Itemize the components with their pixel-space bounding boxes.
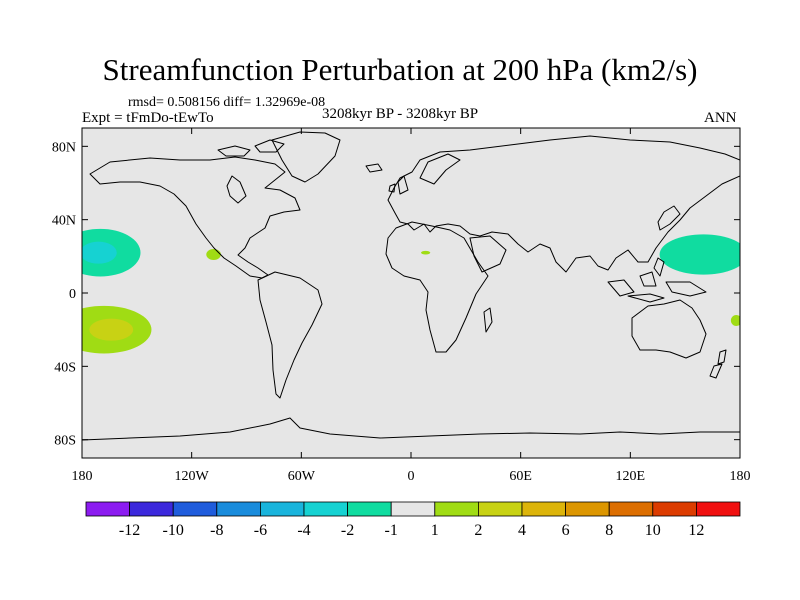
coastline-layer: [82, 131, 740, 441]
anomaly-africa-positive: [421, 250, 431, 255]
colorbar-swatch: [652, 501, 697, 517]
anomaly-south-pacific-core: [89, 318, 134, 341]
colorbar: -12 -10 -8 -6 -4 -2 -1 1 2 4 6 8 10 12: [85, 501, 741, 539]
colorbar-label: 8: [605, 522, 613, 539]
colorbar-label: -4: [297, 522, 310, 539]
colorbar-swatch: [477, 501, 523, 517]
period-label: 3208kyr BP - 3208kyr BP: [322, 106, 479, 122]
anomaly-eastern-edge-positive: [730, 315, 740, 326]
coastline-scandinavia: [419, 153, 461, 185]
coastline-south-america: [257, 271, 323, 399]
coastline-africa: [385, 221, 489, 353]
lat-tick-label: 80N: [52, 140, 76, 155]
stats-label: rmsd= 0.508156 diff= 1.32969e-08: [128, 95, 326, 110]
lon-tick-label: 180: [730, 469, 751, 484]
coastline-new-zealand: [709, 349, 727, 379]
colorbar-label: -6: [254, 522, 267, 539]
anomaly-layer: [82, 228, 740, 354]
colorbar-label: 1: [431, 522, 439, 539]
coastline-arctic-islands: [217, 139, 285, 157]
colorbar-swatch: [608, 501, 654, 517]
lon-tick-label: 0: [408, 469, 415, 484]
coastline-se-asia-islands: [607, 257, 707, 303]
coastline-hudson-bay: [226, 175, 247, 204]
colorbar-label: 4: [518, 522, 526, 539]
colorbar-label: -10: [163, 522, 184, 539]
lat-tick-label: 40S: [54, 360, 76, 375]
colorbar-label: -8: [210, 522, 223, 539]
coastline-greenland: [271, 131, 341, 183]
colorbar-swatch: [521, 501, 566, 517]
coastline-australia: [631, 299, 707, 359]
colorbar-swatch: [565, 501, 610, 517]
colorbar-swatch: [259, 501, 305, 517]
colorbar-swatch: [129, 501, 174, 517]
colorbar-swatch: [347, 501, 392, 517]
season-label: ANN: [704, 110, 737, 126]
lon-tick-label: 60E: [509, 469, 532, 484]
lat-tick-label: 40N: [52, 214, 76, 229]
coastline-madagascar: [483, 307, 493, 333]
anomaly-mexico-positive: [206, 249, 221, 260]
colorbar-label: 2: [474, 522, 482, 539]
lat-tick-label: 0: [69, 287, 76, 302]
lon-tick-label: 120W: [175, 469, 210, 484]
colorbar-swatch: [216, 501, 261, 517]
axis-layer: 180 120W 60W 0 60E 120E 180 80N 40N 0 40S 80S: [52, 128, 751, 484]
lon-tick-label: 120E: [616, 469, 646, 484]
coastline-japan: [657, 205, 681, 231]
colorbar-label: 10: [645, 522, 661, 539]
map-background: [82, 128, 740, 458]
colorbar-label: 6: [562, 522, 570, 539]
colorbar-label: 12: [688, 522, 704, 539]
coastline-eurasia: [387, 135, 740, 273]
experiment-label: Expt = tFmDo-tEwTo: [82, 110, 214, 126]
figure-title: Streamfunction Perturbation at 200 hPa (…: [102, 52, 698, 87]
coastline-antarctica: [82, 417, 740, 441]
colorbar-label: -12: [119, 522, 140, 539]
colorbar-swatch: [172, 501, 218, 517]
lon-tick-label: 60W: [288, 469, 316, 484]
colorbar-label: -1: [385, 522, 398, 539]
colorbar-swatch: [390, 501, 436, 517]
coastline-iceland: [365, 163, 383, 173]
colorbar-swatch: [696, 501, 741, 517]
colorbar-swatch: [434, 501, 479, 517]
colorbar-swatch: [85, 501, 130, 517]
coastline-north-america: [89, 156, 301, 279]
colorbar-swatch: [303, 501, 348, 517]
coastline-british-isles: [388, 175, 409, 195]
lat-tick-label: 80S: [54, 434, 76, 449]
anomaly-west-pacific-negative: [659, 234, 740, 275]
colorbar-label: -2: [341, 522, 354, 539]
anomaly-north-pacific-west-core: [82, 241, 117, 264]
coastline-arabia: [469, 235, 507, 273]
lon-tick-label: 180: [72, 469, 93, 484]
